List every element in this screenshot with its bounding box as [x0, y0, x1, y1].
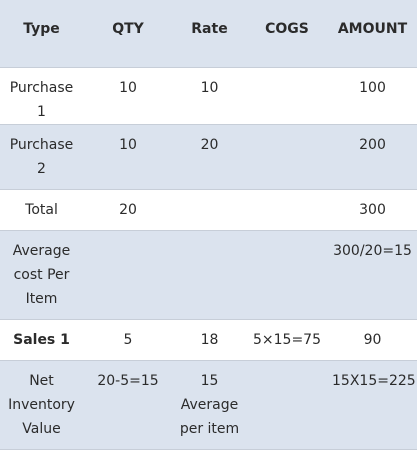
cell-amount: 200: [328, 124, 417, 190]
cell-amount: 300/20=15: [328, 230, 417, 320]
cell-rate: 15 Average per item: [173, 360, 246, 450]
cell-cogs: 5×15=75: [246, 319, 328, 361]
cell-amount: 300: [328, 189, 417, 231]
cell-cogs: [246, 67, 328, 125]
header-rate: Rate: [173, 0, 246, 68]
cell-cogs: [246, 360, 328, 450]
cell-rate: [173, 189, 246, 231]
cell-amount: 90: [328, 319, 417, 361]
header-amount: AMOUNT: [328, 0, 417, 68]
cell-cogs: [246, 230, 328, 320]
cell-type: Average cost Per Item: [0, 230, 83, 320]
cell-cogs: [246, 124, 328, 190]
table-row: Net Inventory Value 20-5=15 15 Average p…: [0, 360, 417, 450]
cell-qty: 20: [83, 189, 173, 231]
cell-type: Purchase 2: [0, 124, 83, 190]
table-row: Sales 1 5 18 5×15=75 90: [0, 319, 417, 361]
cell-type: Total: [0, 189, 83, 231]
header-cogs: COGS: [246, 0, 328, 68]
cell-qty: [83, 230, 173, 320]
cell-qty: 10: [83, 124, 173, 190]
cell-amount: 15X15=225: [328, 360, 417, 450]
cell-qty: 5: [83, 319, 173, 361]
cell-rate: 20: [173, 124, 246, 190]
table-row: Average cost Per Item 300/20=15: [0, 230, 417, 320]
cell-rate: [173, 230, 246, 320]
header-qty: QTY: [83, 0, 173, 68]
table-row: Purchase 2 10 20 200: [0, 124, 417, 190]
header-type: Type: [0, 0, 83, 68]
table-row: Purchase 1 10 10 100: [0, 67, 417, 125]
cell-type: Net Inventory Value: [0, 360, 83, 450]
table-body: Purchase 1 10 10 100 Purchase 2 10 20 20…: [0, 67, 417, 450]
cell-cogs: [246, 189, 328, 231]
cell-rate: 18: [173, 319, 246, 361]
cell-rate: 10: [173, 67, 246, 125]
cell-qty: 20-5=15: [83, 360, 173, 450]
table-row: Total 20 300: [0, 189, 417, 231]
cell-amount: 100: [328, 67, 417, 125]
cell-type: Purchase 1: [0, 67, 83, 125]
cell-qty: 10: [83, 67, 173, 125]
cell-type: Sales 1: [0, 319, 83, 361]
table-header: Type QTY Rate COGS AMOUNT: [0, 0, 417, 68]
header-row: Type QTY Rate COGS AMOUNT: [0, 0, 417, 68]
